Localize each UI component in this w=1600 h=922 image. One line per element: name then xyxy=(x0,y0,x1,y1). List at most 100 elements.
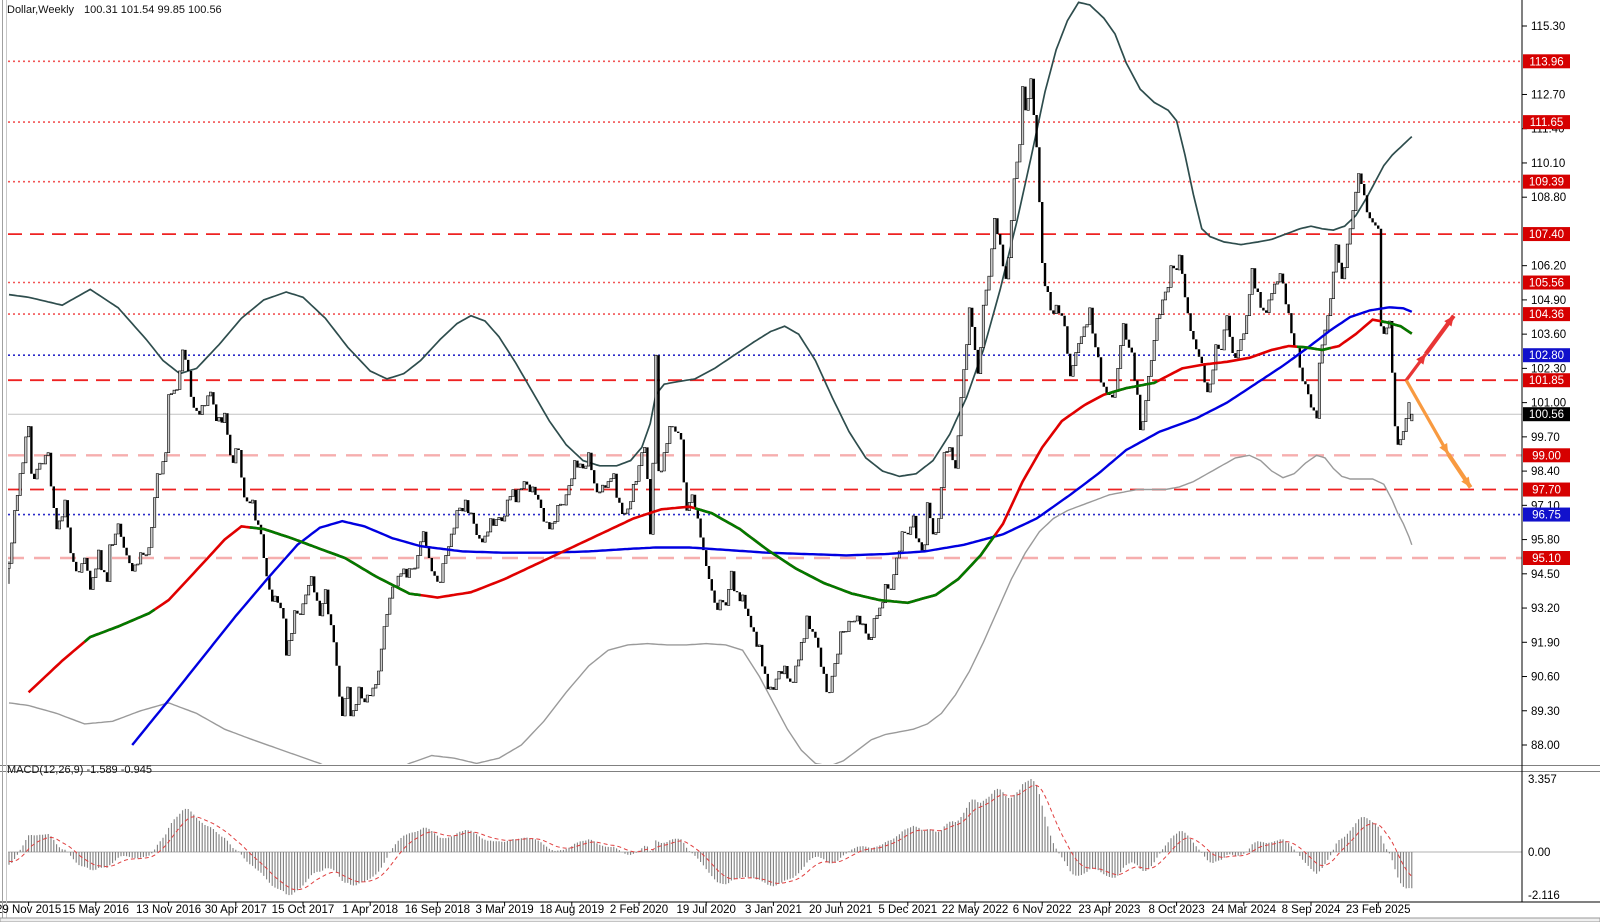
badge-background xyxy=(1523,407,1570,422)
symbol-timeframe-label: Dollar,Weekly xyxy=(7,4,75,16)
date-axis-label: 20 Jun 2021 xyxy=(809,904,872,916)
badge-price-text: 102.80 xyxy=(1529,350,1564,362)
date-axis-label: 3 Jan 2021 xyxy=(745,904,802,916)
price-level-badge: 96.75 xyxy=(1523,507,1570,522)
price-tick-label: 88.00 xyxy=(1531,740,1560,752)
date-axis-label: 29 Nov 2015 xyxy=(0,904,61,916)
badge-background xyxy=(1523,373,1570,388)
date-axis-label: 3 Mar 2019 xyxy=(476,904,534,916)
price-level-badge: 113.96 xyxy=(1523,54,1570,69)
ohlc-values: 100.31 101.54 99.85 100.56 xyxy=(84,4,222,16)
arrow-head xyxy=(1439,443,1449,454)
date-axis-label: 6 Nov 2022 xyxy=(1013,904,1072,916)
badge-price-text: 99.00 xyxy=(1532,450,1561,462)
arrow-shaft xyxy=(1404,379,1450,455)
date-axis-label: 1 Apr 2018 xyxy=(342,904,398,916)
horizontal-levels-group xyxy=(8,60,1522,560)
badge-price-text: 101.85 xyxy=(1529,375,1564,387)
bollinger-bands-group xyxy=(8,1,1413,764)
ma-fast-green-segment xyxy=(1106,380,1158,396)
price-tick-label: 94.50 xyxy=(1531,569,1560,581)
date-axis-label: 23 Feb 2025 xyxy=(1346,904,1411,916)
price-tick-label: 91.90 xyxy=(1531,637,1560,649)
price-tick-label: 108.80 xyxy=(1531,192,1566,204)
badge-background xyxy=(1523,551,1570,566)
price-tick-label: 98.40 xyxy=(1531,466,1560,478)
macd-indicator-label: MACD(12,26,9) -1.589 -0.945 xyxy=(7,764,152,776)
date-axis[interactable]: 29 Nov 2015 15 May 2016 13 Nov 2016 30 Apr … xyxy=(0,902,1410,916)
ma-fast-green-segment xyxy=(694,507,996,605)
price-level-badge: 111.65 xyxy=(1523,115,1570,130)
price-axis[interactable]: 115.30112.70111.40110.10108.80106.20104.… xyxy=(1522,21,1570,902)
bottom-status-strip xyxy=(0,917,1600,922)
price-level-badge: 95.10 xyxy=(1523,551,1570,566)
price-level-badge: 97.70 xyxy=(1523,482,1570,497)
date-axis-label: 30 Apr 2017 xyxy=(205,904,267,916)
bull-candles xyxy=(8,78,1414,717)
badge-background xyxy=(1523,275,1570,290)
macd-histogram xyxy=(8,779,1413,896)
macd-panel-group xyxy=(8,779,1522,896)
date-axis-label: 15 May 2016 xyxy=(63,904,130,916)
badge-background xyxy=(1523,507,1570,522)
price-level-badge: 109.39 xyxy=(1523,174,1570,189)
macd-signal-line xyxy=(8,784,1413,891)
ma-fast-green-segment xyxy=(1380,319,1413,335)
price-tick-label: 89.30 xyxy=(1531,706,1560,718)
current-price-badge: 100.56 xyxy=(1523,407,1570,422)
badge-background xyxy=(1523,54,1570,69)
badge-price-text: 100.56 xyxy=(1529,409,1564,421)
price-tick-label: 112.70 xyxy=(1531,89,1565,101)
price-tick-label: 97.10 xyxy=(1531,500,1560,512)
date-axis-label: 22 May 2022 xyxy=(942,904,1009,916)
price-tick-label: 115.30 xyxy=(1531,21,1565,33)
date-axis-label: 19 Jul 2020 xyxy=(676,904,735,916)
badge-price-text: 107.40 xyxy=(1529,229,1564,241)
bearish-projection-arrow[interactable] xyxy=(1404,379,1473,489)
date-axis-label: 23 Apr 2023 xyxy=(1078,904,1140,916)
date-axis-label: 24 Mar 2024 xyxy=(1212,904,1277,916)
moving-averages-group xyxy=(27,306,1413,746)
date-axis-label: 16 Sep 2018 xyxy=(405,904,470,916)
arrow-head xyxy=(1416,353,1426,365)
price-tick-label: 101.00 xyxy=(1531,398,1566,410)
macd-tick-label: 0.00 xyxy=(1528,847,1550,859)
ma-fast-green-segment xyxy=(1296,345,1331,352)
price-tick-label: 93.20 xyxy=(1531,603,1560,615)
macd-tick-label: -2.116 xyxy=(1528,890,1560,902)
date-axis-label: 8 Oct 2023 xyxy=(1148,904,1204,916)
ma-fast-green-segment xyxy=(249,526,421,597)
badge-price-text: 96.75 xyxy=(1532,510,1561,522)
band-lower-line xyxy=(8,454,1413,764)
badge-background xyxy=(1523,115,1570,130)
badge-price-text: 95.10 xyxy=(1532,553,1561,565)
date-axis-label: 15 Oct 2017 xyxy=(272,904,335,916)
price-tick-label: 103.60 xyxy=(1531,329,1566,341)
ma-fast-green-segment xyxy=(83,608,156,643)
badge-background xyxy=(1523,174,1570,189)
price-level-badge: 102.80 xyxy=(1523,348,1570,363)
badge-price-text: 111.65 xyxy=(1530,117,1563,129)
price-tick-label: 99.70 xyxy=(1531,432,1560,444)
price-level-badge: 101.85 xyxy=(1523,373,1570,388)
date-axis-label: 2 Feb 2020 xyxy=(610,904,668,916)
price-level-badge: 105.56 xyxy=(1523,275,1570,290)
price-level-badge: 104.36 xyxy=(1523,307,1570,322)
candles-group xyxy=(8,78,1414,717)
arrow-head xyxy=(1461,476,1471,488)
date-axis-label: 8 Sep 2024 xyxy=(1282,904,1341,916)
badge-price-text: 109.39 xyxy=(1529,177,1564,189)
macd-value: -1.589 xyxy=(86,764,118,776)
badge-background xyxy=(1523,227,1570,242)
bullish-projection-arrow[interactable] xyxy=(1404,314,1456,382)
date-axis-label: 13 Nov 2016 xyxy=(136,904,201,916)
chart-title: Dollar,Weekly 100.31 101.54 99.85 100.56 xyxy=(7,4,222,16)
badge-price-text: 113.96 xyxy=(1529,56,1563,68)
badge-price-text: 105.56 xyxy=(1529,278,1564,290)
arrow-head xyxy=(1444,315,1454,327)
badge-background xyxy=(1523,448,1570,463)
